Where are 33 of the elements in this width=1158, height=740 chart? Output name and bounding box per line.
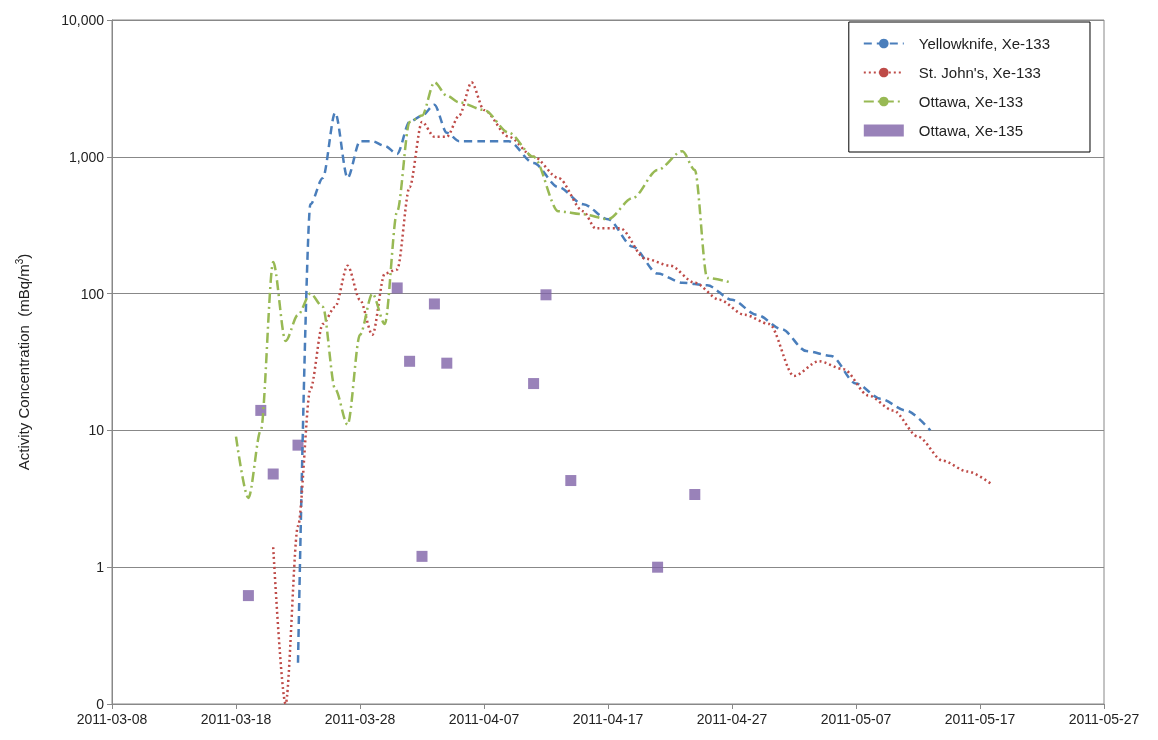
point (689, 488, 701, 500)
x-tick-label: 2011-04-17 (572, 711, 644, 727)
point (404, 355, 416, 367)
point (416, 550, 428, 562)
x-tick-label: 2011-05-17 (944, 711, 1016, 727)
point (242, 590, 254, 602)
legend-label: Yellowknife, Xe-133 (918, 35, 1050, 52)
legend-label: St. John's, Xe-133 (918, 64, 1041, 81)
y-tick-label: 1,000 (68, 148, 105, 165)
point (391, 282, 403, 294)
point (267, 468, 279, 480)
point (528, 378, 540, 390)
point (565, 475, 577, 487)
x-tick-label: 2011-05-07 (820, 711, 892, 727)
y-tick-label: 100 (80, 285, 105, 302)
point (540, 289, 552, 301)
point (441, 357, 453, 369)
y-tick-label: 10,000 (61, 12, 105, 28)
point (428, 298, 440, 310)
legend-label: Ottawa, Xe-135 (918, 122, 1024, 139)
y-tick-label: 10 (88, 422, 105, 439)
point (255, 404, 267, 416)
x-tick-label: 2011-05-27 (1068, 711, 1140, 727)
x-tick-label: 2011-03-08 (76, 711, 148, 727)
y-axis-title: Activity Concentration (mBq/m3) (13, 253, 32, 471)
x-tick-label: 2011-04-27 (696, 711, 768, 727)
point (652, 561, 664, 573)
y-tick-label: 0 (96, 696, 105, 712)
x-tick-label: 2011-03-18 (200, 711, 272, 727)
y-tick-label: 1 (96, 559, 105, 576)
x-tick-label: 2011-04-07 (448, 711, 520, 727)
legend-label: Ottawa, Xe-133 (918, 93, 1024, 110)
x-tick-label: 2011-03-28 (324, 711, 396, 727)
